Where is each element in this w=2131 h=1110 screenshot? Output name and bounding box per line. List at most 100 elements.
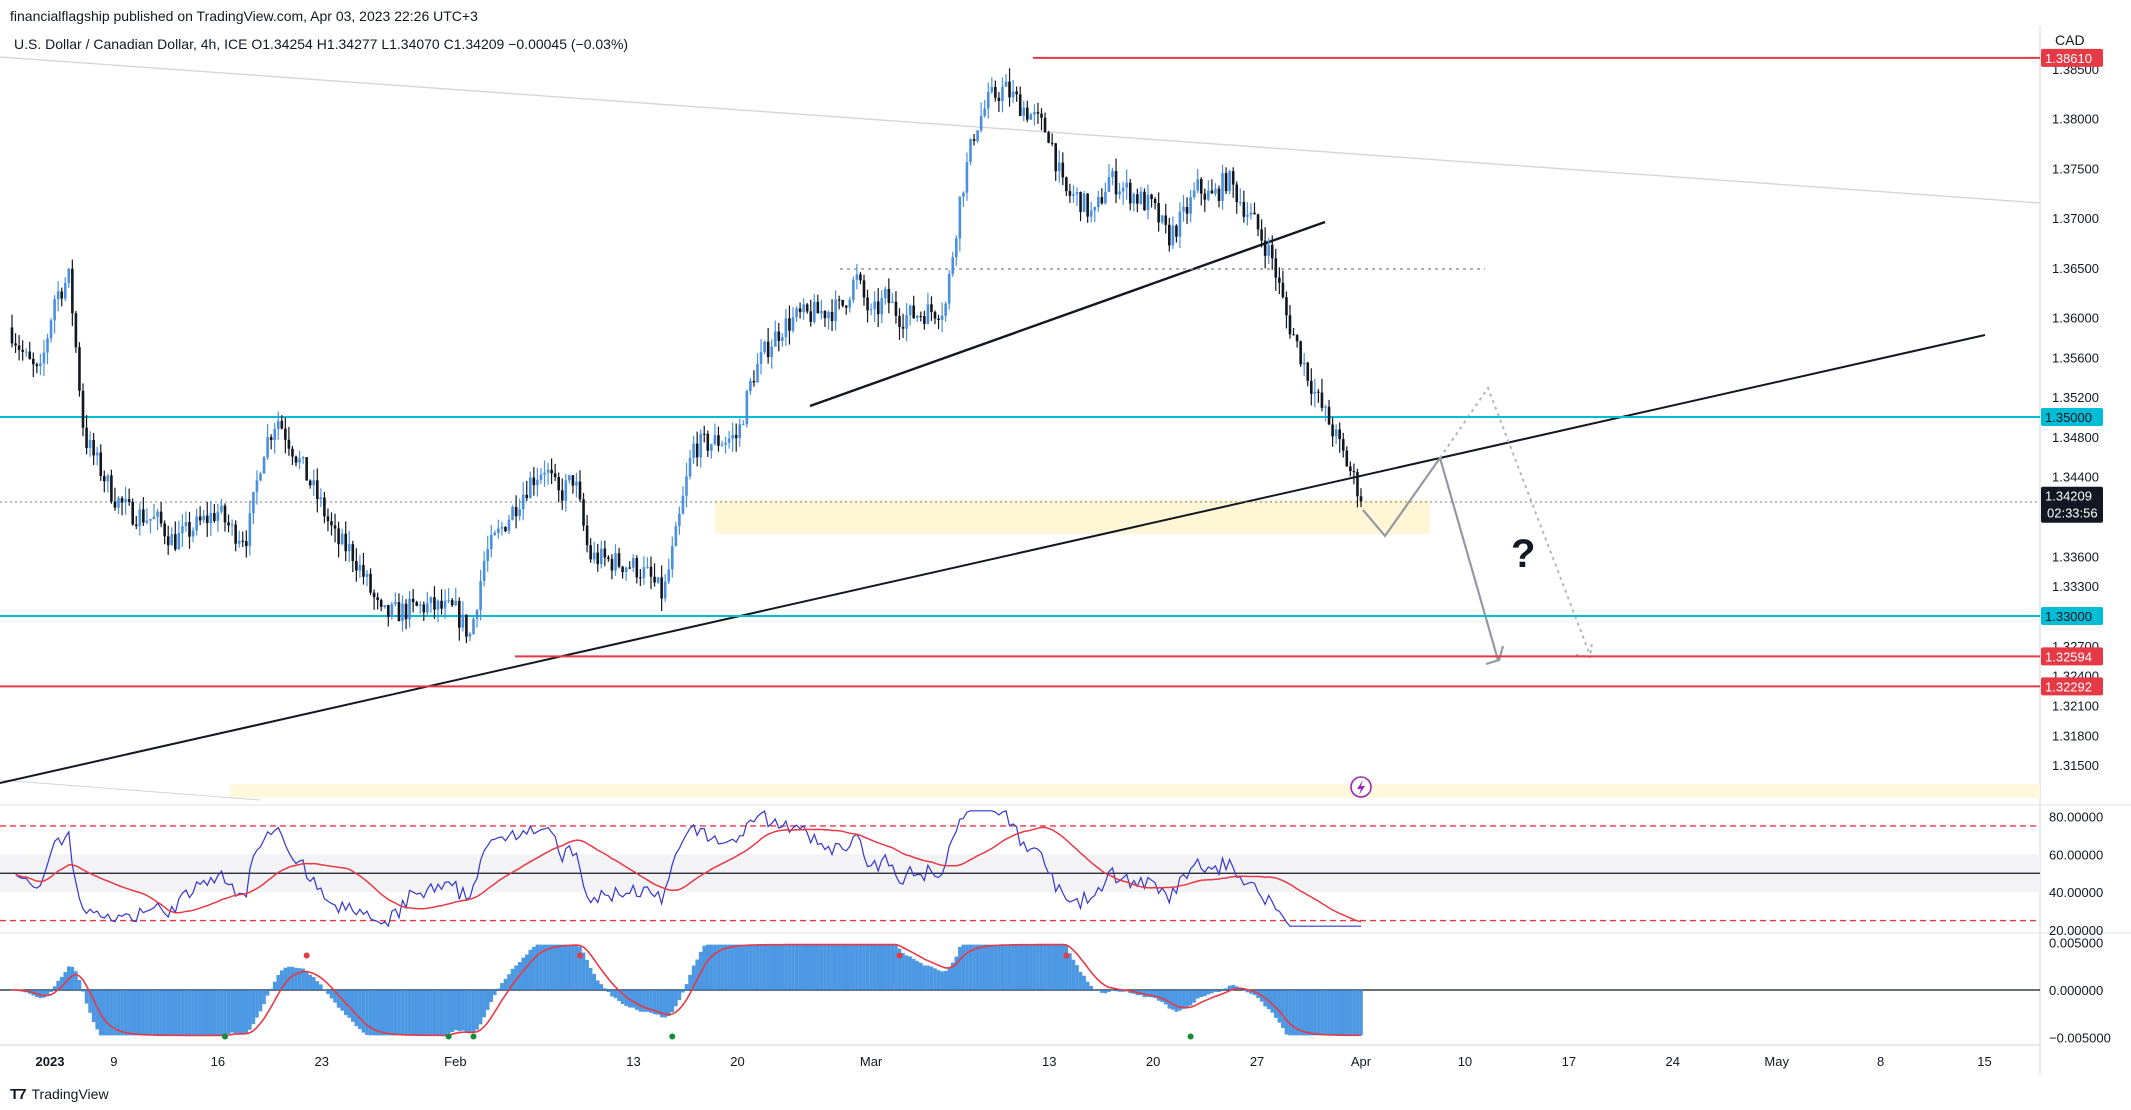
candle-body bbox=[308, 480, 312, 486]
candle-body bbox=[255, 480, 259, 493]
histogram-bar bbox=[1064, 945, 1069, 990]
histogram-bar bbox=[585, 959, 589, 990]
price-tick-label: 1.37000 bbox=[2052, 211, 2099, 226]
oscillator-signal-line bbox=[11, 943, 1361, 1037]
candle-body bbox=[940, 315, 944, 320]
projection-path-dotted[interactable] bbox=[1439, 385, 1591, 656]
lightning-icon[interactable] bbox=[1350, 776, 1372, 798]
histogram-bar bbox=[666, 990, 671, 1017]
candle-body bbox=[866, 297, 869, 311]
demand-zone[interactable] bbox=[715, 500, 1430, 534]
candle-body bbox=[1260, 229, 1263, 241]
candle-body bbox=[330, 521, 333, 526]
candle-body bbox=[791, 317, 795, 331]
ascending-trendline[interactable] bbox=[0, 334, 1986, 784]
candle-body bbox=[266, 437, 269, 458]
histogram-bar bbox=[943, 970, 948, 990]
histogram-bar bbox=[1163, 990, 1168, 1005]
level-badge-label: 1.35000 bbox=[2045, 410, 2092, 425]
histogram-bar bbox=[805, 944, 809, 990]
candle-body bbox=[252, 492, 255, 514]
candle-body bbox=[493, 532, 497, 535]
candle-body bbox=[24, 351, 28, 353]
time-tick-label: 13 bbox=[626, 1054, 640, 1069]
level-badge-label: 1.33000 bbox=[2045, 609, 2092, 624]
candle-body bbox=[35, 364, 39, 367]
histogram-bar bbox=[294, 967, 298, 990]
histogram-bar bbox=[1327, 990, 1331, 1036]
rsi-pane[interactable]: 80.00000 60.00000 40.00000 20.00000 bbox=[0, 809, 2103, 938]
candle-body bbox=[205, 515, 209, 524]
candle-body bbox=[110, 475, 113, 502]
histogram-bar bbox=[425, 990, 430, 1036]
candle-body bbox=[1288, 315, 1292, 335]
histogram-bar bbox=[38, 990, 43, 999]
candle-body bbox=[979, 115, 983, 131]
candle-body bbox=[138, 509, 142, 526]
candle-body bbox=[347, 544, 351, 552]
histogram-bar bbox=[141, 990, 146, 1036]
candle-body bbox=[1040, 113, 1043, 118]
time-tick-label: 24 bbox=[1666, 1054, 1680, 1069]
candle-body bbox=[131, 501, 134, 525]
histogram-bar bbox=[1203, 990, 1207, 997]
histogram-bar bbox=[457, 990, 462, 1032]
candle-body bbox=[688, 457, 692, 477]
descending-trendline[interactable] bbox=[0, 56, 2041, 204]
oscillator-pane[interactable]: 0.005000 0.000000 −0.005000 bbox=[0, 936, 2111, 1046]
histogram-bar bbox=[709, 944, 714, 990]
time-tick-label: 17 bbox=[1562, 1054, 1576, 1069]
candle-body bbox=[695, 443, 699, 458]
histogram-bar bbox=[1071, 959, 1076, 990]
candle-body bbox=[884, 289, 887, 299]
histogram-bar bbox=[990, 944, 994, 990]
candle-body bbox=[390, 604, 394, 617]
histogram-bar bbox=[1345, 990, 1349, 1036]
candlesticks[interactable] bbox=[10, 68, 1363, 644]
histogram-bar bbox=[908, 956, 912, 990]
histogram-bar bbox=[578, 946, 582, 990]
candle-body bbox=[546, 469, 550, 473]
histogram-bar bbox=[1053, 944, 1058, 990]
candle-body bbox=[1306, 362, 1310, 381]
price-tick-label: 1.35600 bbox=[2052, 350, 2099, 365]
candle-body bbox=[56, 291, 60, 300]
candle-body bbox=[1089, 210, 1093, 217]
candle-body bbox=[1242, 202, 1246, 217]
horizontal-levels[interactable] bbox=[0, 56, 2040, 688]
histogram-bar bbox=[997, 944, 1001, 990]
time-tick-label: 27 bbox=[1250, 1054, 1264, 1069]
histogram-bar bbox=[468, 990, 472, 1034]
histogram-bar bbox=[59, 976, 64, 990]
candle-body bbox=[631, 558, 635, 568]
histogram-bar bbox=[745, 944, 749, 990]
candle-body bbox=[905, 315, 908, 329]
candle-body bbox=[919, 315, 923, 317]
histogram-bar bbox=[1046, 944, 1051, 990]
candle-body bbox=[1171, 225, 1175, 246]
histogram-bar bbox=[1018, 944, 1022, 990]
histogram-bar bbox=[869, 944, 873, 990]
candle-body bbox=[997, 97, 1001, 101]
histogram-bar bbox=[1220, 988, 1225, 990]
candle-body bbox=[710, 444, 713, 451]
candle-body bbox=[983, 108, 986, 116]
histogram-bar bbox=[823, 944, 827, 990]
candle-body bbox=[95, 452, 99, 456]
last-price-badge bbox=[2041, 486, 2103, 523]
candle-body bbox=[436, 600, 440, 610]
candle-body bbox=[667, 569, 671, 582]
projection-path-solid[interactable] bbox=[1362, 455, 1500, 661]
candle-body bbox=[1033, 112, 1036, 115]
histogram-bar bbox=[702, 945, 707, 990]
candle-body bbox=[1313, 391, 1317, 394]
histogram-bar bbox=[514, 965, 518, 990]
price-tick-label: 1.36000 bbox=[2052, 311, 2099, 326]
short-trendline[interactable] bbox=[809, 220, 1326, 408]
candle-body bbox=[113, 501, 117, 508]
histogram-bar bbox=[1029, 944, 1033, 990]
histogram-bar bbox=[1107, 990, 1111, 992]
tradingview-logo[interactable]: T7 TradingView bbox=[10, 1086, 109, 1103]
candle-body bbox=[994, 86, 997, 98]
